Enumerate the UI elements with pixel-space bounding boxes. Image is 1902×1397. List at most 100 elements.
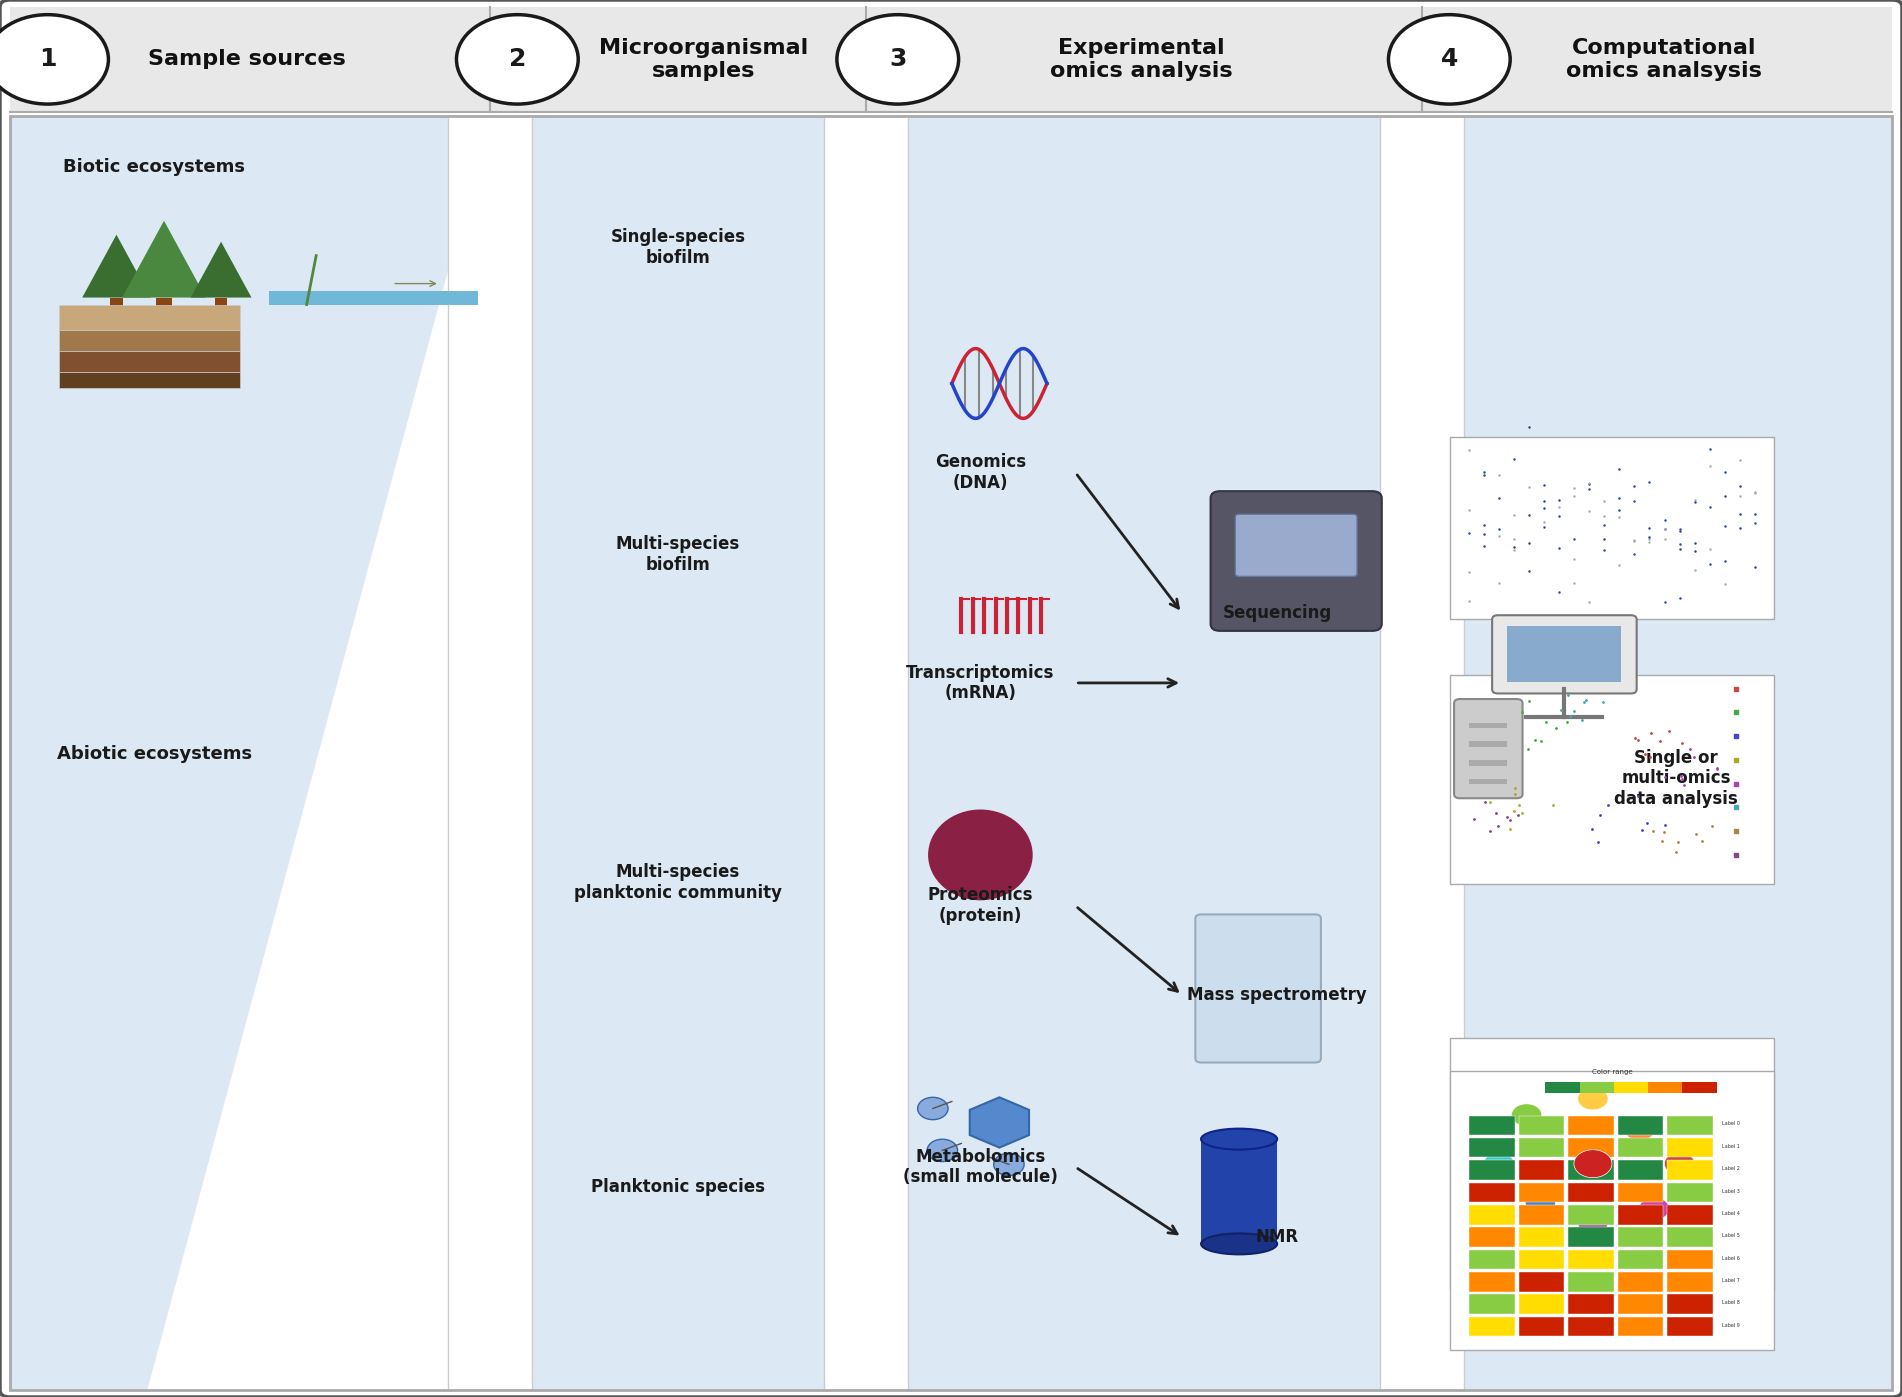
Text: Label 4: Label 4 (1723, 1211, 1740, 1215)
Bar (1567, 1250, 1613, 1270)
FancyBboxPatch shape (1194, 915, 1320, 1063)
Bar (1468, 1116, 1514, 1136)
FancyBboxPatch shape (1210, 492, 1381, 631)
Bar (1468, 778, 1506, 784)
Bar (1567, 1317, 1613, 1337)
FancyBboxPatch shape (1234, 514, 1356, 577)
FancyBboxPatch shape (1506, 626, 1621, 682)
Bar (1617, 1317, 1662, 1337)
Ellipse shape (1200, 1129, 1276, 1150)
Bar (59, 330, 240, 351)
FancyBboxPatch shape (1449, 675, 1773, 884)
Circle shape (0, 14, 108, 105)
Text: Label 7: Label 7 (1723, 1278, 1740, 1282)
Bar (1647, 1083, 1683, 1094)
Circle shape (1577, 1211, 1607, 1234)
Bar (1617, 1161, 1662, 1180)
Polygon shape (447, 116, 531, 1390)
Bar (59, 351, 240, 372)
Polygon shape (10, 116, 489, 1390)
Text: Label 2: Label 2 (1723, 1166, 1740, 1171)
Text: 1: 1 (38, 47, 57, 71)
Text: NMR: NMR (1255, 1228, 1299, 1246)
Bar (1518, 1317, 1565, 1337)
FancyBboxPatch shape (10, 7, 1892, 112)
Bar (1468, 1273, 1514, 1292)
Text: Abiotic ecosystems: Abiotic ecosystems (57, 745, 253, 763)
Circle shape (1664, 1153, 1695, 1175)
Text: Mass spectrometry: Mass spectrometry (1187, 986, 1368, 1004)
Text: Planktonic species: Planktonic species (592, 1178, 765, 1196)
Circle shape (1577, 1088, 1607, 1111)
Ellipse shape (928, 809, 1033, 900)
Bar (1666, 1206, 1712, 1225)
Text: Microorganismal
samples: Microorganismal samples (599, 38, 808, 81)
Text: Sample sources: Sample sources (148, 49, 346, 70)
Polygon shape (122, 221, 205, 298)
Text: Label 6: Label 6 (1723, 1256, 1740, 1260)
Bar (1567, 1295, 1613, 1315)
Text: Label 3: Label 3 (1723, 1189, 1740, 1193)
Circle shape (1512, 1104, 1543, 1126)
Bar (1666, 1228, 1712, 1248)
Text: Transcriptomics
(mRNA): Transcriptomics (mRNA) (905, 664, 1054, 703)
Polygon shape (970, 1097, 1029, 1147)
Text: Sequencing: Sequencing (1223, 604, 1331, 622)
Bar (1567, 1228, 1613, 1248)
FancyBboxPatch shape (1449, 437, 1773, 619)
Bar (1567, 1116, 1613, 1136)
Text: Label 9: Label 9 (1723, 1323, 1740, 1327)
Bar (1518, 1295, 1565, 1315)
Bar (1468, 1206, 1514, 1225)
Bar (1468, 1183, 1514, 1203)
Bar (1468, 1317, 1514, 1337)
Bar (1617, 1228, 1662, 1248)
Text: Label 0: Label 0 (1723, 1122, 1740, 1126)
Text: Multi-species
biofilm: Multi-species biofilm (616, 535, 740, 574)
FancyBboxPatch shape (1491, 615, 1636, 693)
Bar (1567, 1161, 1613, 1180)
Circle shape (926, 1139, 957, 1161)
Text: Metabolomics
(small molecule): Metabolomics (small molecule) (903, 1148, 1058, 1186)
Bar (1518, 1116, 1565, 1136)
Bar (1468, 742, 1506, 747)
Circle shape (1640, 1197, 1670, 1220)
Bar (1468, 1161, 1514, 1180)
Bar (1617, 1183, 1662, 1203)
Bar (1617, 1139, 1662, 1158)
Bar (1613, 1083, 1647, 1094)
Text: Single-species
biofilm: Single-species biofilm (611, 228, 746, 267)
Text: 4: 4 (1440, 47, 1459, 71)
Bar (1617, 1295, 1662, 1315)
Text: Computational
omics analsysis: Computational omics analsysis (1567, 38, 1761, 81)
Bar (1468, 1228, 1514, 1248)
Bar (59, 305, 240, 330)
Text: Experimental
omics analysis: Experimental omics analysis (1050, 38, 1232, 81)
Bar (1468, 1139, 1514, 1158)
Text: Color range: Color range (1592, 1069, 1632, 1076)
Polygon shape (865, 116, 1421, 1390)
Polygon shape (82, 235, 150, 298)
Polygon shape (190, 242, 251, 298)
Bar (1567, 1183, 1613, 1203)
FancyBboxPatch shape (1453, 698, 1522, 798)
Bar (1518, 1273, 1565, 1292)
Text: Label 5: Label 5 (1723, 1234, 1740, 1238)
Circle shape (1484, 1153, 1514, 1175)
Bar (1666, 1161, 1712, 1180)
Bar (1518, 1183, 1565, 1203)
Text: Label 1: Label 1 (1723, 1144, 1740, 1148)
Bar (59, 372, 240, 388)
Polygon shape (824, 116, 907, 1390)
Bar (1666, 1273, 1712, 1292)
Bar (1579, 1083, 1613, 1094)
Bar (215, 298, 226, 312)
Polygon shape (1421, 116, 1892, 1390)
Circle shape (1388, 14, 1510, 105)
Bar (1518, 1250, 1565, 1270)
Bar (1617, 1206, 1662, 1225)
Bar (1567, 1139, 1613, 1158)
Bar (1200, 1139, 1276, 1243)
Bar (1666, 1116, 1712, 1136)
Bar (1666, 1250, 1712, 1270)
